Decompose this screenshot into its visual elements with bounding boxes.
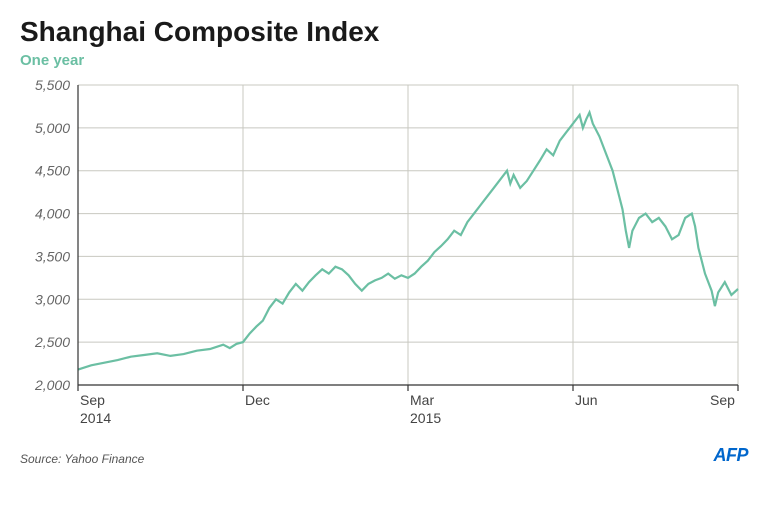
chart-title: Shanghai Composite Index <box>20 16 748 48</box>
svg-text:Dec: Dec <box>245 392 270 408</box>
svg-text:Sep: Sep <box>710 392 735 408</box>
svg-text:2015: 2015 <box>410 410 441 426</box>
chart-footer: Source: Yahoo Finance AFP <box>20 445 748 466</box>
svg-text:Jun: Jun <box>575 392 598 408</box>
svg-text:5,500: 5,500 <box>35 77 70 93</box>
svg-text:4,500: 4,500 <box>35 163 70 179</box>
svg-text:2014: 2014 <box>80 410 111 426</box>
afp-logo: AFP <box>714 445 749 466</box>
svg-text:4,000: 4,000 <box>35 206 70 222</box>
svg-text:5,000: 5,000 <box>35 120 70 136</box>
svg-text:3,500: 3,500 <box>35 248 70 264</box>
source-label: Source: Yahoo Finance <box>20 452 144 466</box>
chart-area: 2,000 2,500 3,000 3,500 4,000 4,500 5,000 5,500… <box>20 75 748 435</box>
svg-text:3,000: 3,000 <box>35 291 70 307</box>
svg-text:Sep: Sep <box>80 392 105 408</box>
chart-subtitle: One year <box>20 52 748 69</box>
svg-text:2,500: 2,500 <box>34 334 70 350</box>
chart-container: Shanghai Composite Index One year 2,0002… <box>0 0 768 511</box>
svg-text:2,000: 2,000 <box>34 377 70 393</box>
svg-text:Mar: Mar <box>410 392 434 408</box>
line-chart-svg: 2,000 2,500 3,000 3,500 4,000 4,500 5,000 5,500… <box>20 75 748 435</box>
